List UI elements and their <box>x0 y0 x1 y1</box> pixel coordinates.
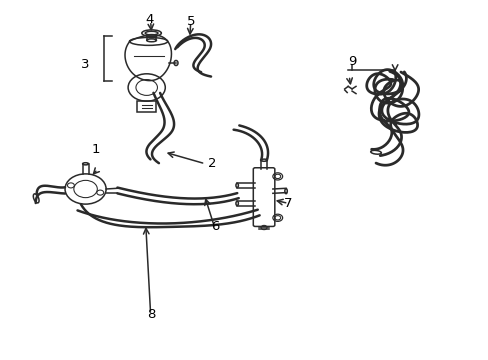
Text: 9: 9 <box>347 55 356 68</box>
Text: 1: 1 <box>91 143 100 156</box>
Text: 7: 7 <box>284 197 292 210</box>
Text: 8: 8 <box>147 309 156 321</box>
Text: 4: 4 <box>144 13 153 26</box>
Text: 2: 2 <box>208 157 217 170</box>
Text: 3: 3 <box>81 58 90 71</box>
Text: 6: 6 <box>210 220 219 233</box>
Text: 5: 5 <box>186 15 195 28</box>
